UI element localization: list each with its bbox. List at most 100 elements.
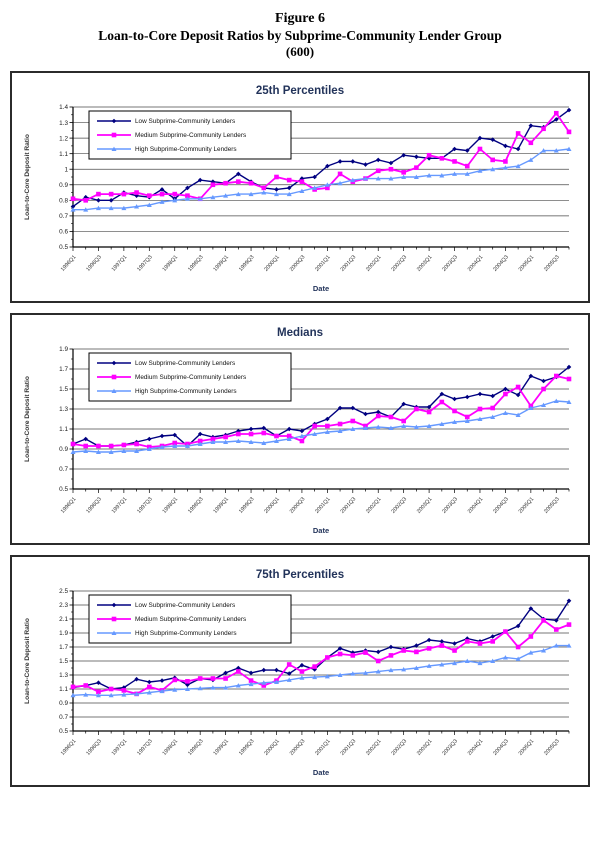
svg-text:1.5: 1.5: [59, 386, 68, 393]
svg-text:0.8: 0.8: [59, 197, 68, 204]
line-chart-75th-percentiles: 0.5 0.7 0.9 1.1 1.3 1.5 1.7 1.9 2.1 2.3 2.5 1996Q1 1…: [24, 588, 572, 777]
svg-text:1.5: 1.5: [59, 658, 68, 665]
svg-text:1: 1: [64, 166, 68, 173]
svg-text:2005Q1: 2005Q1: [518, 496, 536, 515]
svg-text:2001Q3: 2001Q3: [340, 738, 358, 757]
svg-text:Low Subprime-Community Lenders: Low Subprime-Community Lenders: [135, 360, 235, 367]
svg-text:2003Q1: 2003Q1: [416, 254, 434, 273]
svg-text:2004Q1: 2004Q1: [467, 254, 485, 273]
svg-text:1998Q1: 1998Q1: [162, 254, 180, 273]
svg-text:Date: Date: [313, 526, 329, 535]
svg-text:1996Q3: 1996Q3: [85, 496, 103, 515]
svg-text:2005Q1: 2005Q1: [518, 738, 536, 757]
svg-text:0.6: 0.6: [59, 228, 68, 235]
svg-text:2002Q1: 2002Q1: [365, 496, 383, 515]
svg-text:High Subprime-Community Lender: High Subprime-Community Lenders: [135, 146, 237, 153]
svg-text:0.7: 0.7: [59, 466, 68, 473]
svg-text:2002Q3: 2002Q3: [391, 496, 409, 515]
svg-text:1998Q3: 1998Q3: [187, 738, 205, 757]
line-chart-25th-percentiles: 0.5 0.6 0.7 0.8 0.9 1 1.1 1.2 1.3 1.4 1996Q1 1996Q3…: [24, 104, 572, 293]
svg-text:High Subprime-Community Lender: High Subprime-Community Lenders: [135, 630, 237, 637]
svg-text:1.3: 1.3: [59, 672, 68, 679]
svg-text:2003Q3: 2003Q3: [441, 738, 459, 757]
svg-text:2002Q3: 2002Q3: [391, 254, 409, 273]
svg-text:1997Q1: 1997Q1: [111, 738, 129, 757]
svg-text:Low Subprime-Community Lenders: Low Subprime-Community Lenders: [135, 602, 235, 609]
svg-text:2003Q1: 2003Q1: [416, 496, 434, 515]
svg-text:1.1: 1.1: [59, 150, 68, 157]
svg-text:1.9: 1.9: [59, 346, 68, 353]
svg-text:Medium Subprime-Community Lend: Medium Subprime-Community Lenders: [135, 132, 246, 139]
svg-text:2005Q1: 2005Q1: [518, 254, 536, 273]
chart-area-75th-percentiles: 0.5 0.7 0.9 1.1 1.3 1.5 1.7 1.9 2.1 2.3 2.5 1996Q1 1…: [17, 583, 583, 779]
chart-title-25th-percentiles: 25th Percentiles: [255, 84, 345, 97]
chart-box-75th-percentiles: 75th Percentiles 0.5 0.7 0.9 1.1 1.3 1.5 1.7 1.…: [10, 554, 590, 787]
svg-text:Loan-to-Core Deposit Ratio: Loan-to-Core Deposit Ratio: [24, 134, 31, 220]
svg-text:0.9: 0.9: [59, 182, 68, 189]
svg-text:1997Q3: 1997Q3: [136, 254, 154, 273]
svg-text:0.9: 0.9: [59, 700, 68, 707]
svg-text:Medium Subprime-Community Lend: Medium Subprime-Community Lenders: [135, 616, 246, 623]
svg-text:2003Q3: 2003Q3: [441, 254, 459, 273]
svg-text:2001Q1: 2001Q1: [314, 254, 332, 273]
line-chart-medians: 0.5 0.7 0.9 1.1 1.3 1.5 1.7 1.9 1996Q1 1996Q3 1997…: [24, 346, 572, 535]
svg-text:2004Q3: 2004Q3: [492, 254, 510, 273]
svg-text:0.7: 0.7: [59, 213, 68, 220]
svg-text:2000Q1: 2000Q1: [263, 254, 281, 273]
svg-text:2001Q1: 2001Q1: [314, 496, 332, 515]
svg-text:2004Q1: 2004Q1: [467, 738, 485, 757]
svg-text:1997Q3: 1997Q3: [136, 738, 154, 757]
svg-text:2002Q1: 2002Q1: [365, 738, 383, 757]
svg-text:0.7: 0.7: [59, 714, 68, 721]
svg-text:0.5: 0.5: [59, 244, 68, 251]
svg-text:2003Q3: 2003Q3: [441, 496, 459, 515]
svg-text:0.9: 0.9: [59, 446, 68, 453]
svg-text:Low Subprime-Community Lender: Low Subprime-Community Lenders: [135, 118, 235, 125]
svg-text:2004Q1: 2004Q1: [467, 496, 485, 515]
svg-text:1996Q1: 1996Q1: [60, 496, 78, 515]
chart-area-medians: 0.5 0.7 0.9 1.1 1.3 1.5 1.7 1.9 1996Q1 1996Q3 1997…: [17, 341, 583, 537]
svg-text:0.5: 0.5: [59, 486, 68, 493]
chart-box-medians: Medians 0.5 0.7 0.9 1.1 1.3 1.5 1.7 1.9 1996Q1 19…: [10, 312, 590, 545]
svg-text:Loan-to-Core Deposit Ratio: Loan-to-Core Deposit Ratio: [24, 376, 31, 462]
svg-text:1999Q3: 1999Q3: [238, 254, 256, 273]
svg-text:1.1: 1.1: [59, 426, 68, 433]
figure-number: Figure 6: [275, 11, 325, 26]
svg-text:2000Q3: 2000Q3: [289, 738, 307, 757]
svg-text:1996Q3: 1996Q3: [85, 738, 103, 757]
svg-text:1997Q3: 1997Q3: [136, 496, 154, 515]
svg-text:1.3: 1.3: [59, 406, 68, 413]
svg-text:2005Q3: 2005Q3: [543, 496, 561, 515]
svg-text:1.1: 1.1: [59, 686, 68, 693]
svg-text:1999Q1: 1999Q1: [213, 738, 231, 757]
svg-text:1.7: 1.7: [59, 644, 68, 651]
svg-text:2000Q3: 2000Q3: [289, 254, 307, 273]
svg-text:1999Q3: 1999Q3: [238, 496, 256, 515]
svg-text:1996Q3: 1996Q3: [85, 254, 103, 273]
svg-text:2002Q1: 2002Q1: [365, 254, 383, 273]
svg-text:1.4: 1.4: [59, 104, 68, 111]
svg-text:1999Q3: 1999Q3: [238, 738, 256, 757]
svg-text:2005Q3: 2005Q3: [543, 738, 561, 757]
svg-text:1.7: 1.7: [59, 366, 68, 373]
svg-text:1996Q1: 1996Q1: [60, 738, 78, 757]
svg-text:2005Q3: 2005Q3: [543, 254, 561, 273]
svg-text:1.2: 1.2: [59, 135, 68, 142]
svg-text:0.5: 0.5: [59, 728, 68, 735]
svg-text:1997Q1: 1997Q1: [111, 254, 129, 273]
svg-text:2000Q1: 2000Q1: [263, 738, 281, 757]
svg-text:High Subprime-Community Lender: High Subprime-Community Lenders: [135, 388, 237, 395]
svg-text:2002Q3: 2002Q3: [391, 738, 409, 757]
figure-subtitle: (600): [285, 44, 315, 60]
svg-text:1999Q1: 1999Q1: [213, 254, 231, 273]
svg-text:1997Q1: 1997Q1: [111, 496, 129, 515]
svg-text:2.3: 2.3: [59, 602, 68, 609]
svg-text:2000Q1: 2000Q1: [263, 496, 281, 515]
svg-text:2001Q3: 2001Q3: [340, 496, 358, 515]
figure-header: Figure 6 Loan-to-Core Deposit Ratios by …: [0, 0, 600, 61]
svg-text:2001Q1: 2001Q1: [314, 738, 332, 757]
svg-text:1.9: 1.9: [59, 630, 68, 637]
svg-text:Date: Date: [313, 284, 329, 293]
svg-text:2001Q3: 2001Q3: [340, 254, 358, 273]
